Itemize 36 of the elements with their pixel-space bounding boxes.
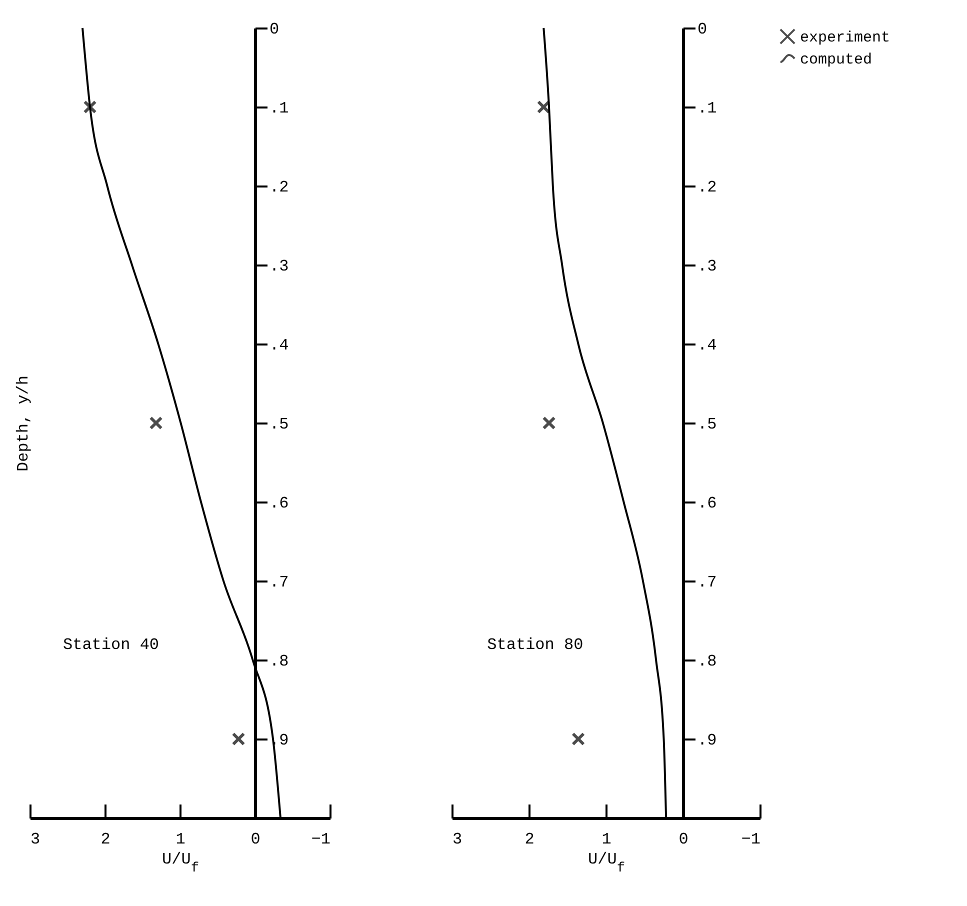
x-tick-label: 2 xyxy=(524,830,534,848)
x-tick-label: −1 xyxy=(741,830,760,848)
y-tick-label: .6 xyxy=(270,494,289,512)
y-tick-label: .5 xyxy=(270,416,289,434)
annotation: Station 40 xyxy=(62,636,160,654)
y-axis-title: Depth, y/h xyxy=(14,375,32,472)
x-tick-label: −1 xyxy=(311,830,330,848)
y-tick-label: .8 xyxy=(270,652,289,670)
x-axis-title: U/U$_{f}$ xyxy=(588,850,625,876)
annotation: Station 80 xyxy=(487,636,584,654)
y-tick-label: .3 xyxy=(698,258,717,276)
y-tick-label: .3 xyxy=(270,258,289,276)
y-tick-label: .1 xyxy=(270,100,289,118)
x-tick-label: 0 xyxy=(250,830,260,848)
y-tick-label: .4 xyxy=(270,336,289,354)
y-tick-label: .2 xyxy=(270,178,289,196)
y-tick-label: 0 xyxy=(270,20,280,38)
x-tick-label: 0 xyxy=(678,830,688,848)
y-tick-label: .7 xyxy=(698,574,717,592)
y-tick-label: .4 xyxy=(698,336,717,354)
y-tick-label: .5 xyxy=(698,416,717,434)
x-tick-label: 3 xyxy=(452,830,462,848)
y-tick-label: 0 xyxy=(698,20,708,38)
y-tick-label: .2 xyxy=(698,178,717,196)
x-tick-label: 1 xyxy=(176,830,186,848)
y-tick-label: .9 xyxy=(698,732,717,750)
y-tick-label: .7 xyxy=(270,574,289,592)
y-tick-label: .6 xyxy=(698,494,717,512)
legend-label: computed xyxy=(800,52,872,68)
y-tick-label: .1 xyxy=(698,100,717,118)
x-axis-title: U/U$_{f}$ xyxy=(162,850,199,876)
x-tick-label: 1 xyxy=(602,830,612,848)
legend-label: experiment xyxy=(800,30,890,46)
y-tick-label: .8 xyxy=(698,652,717,670)
x-tick-label: 2 xyxy=(100,830,110,848)
x-tick-label: 3 xyxy=(30,830,40,848)
